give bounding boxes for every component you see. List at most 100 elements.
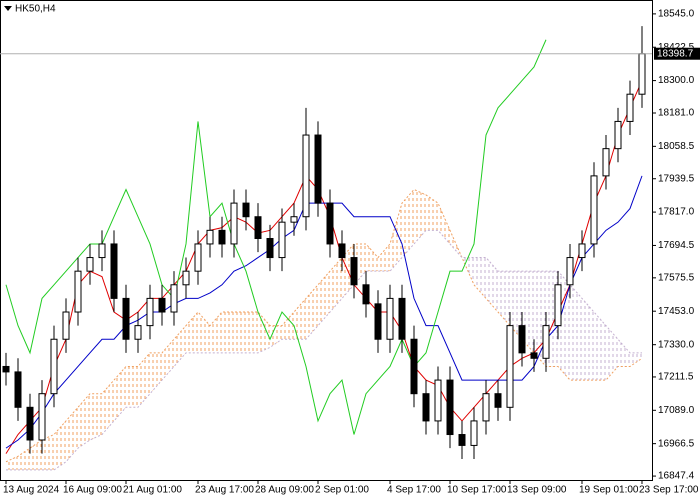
cloud-fill xyxy=(30,439,42,470)
candle-body xyxy=(170,284,178,313)
candle-body xyxy=(218,229,226,245)
candle-body xyxy=(194,243,202,272)
candle-body xyxy=(266,238,274,259)
candle-body xyxy=(326,202,334,245)
x-tick-label: 16 Aug 09:00 xyxy=(63,485,122,496)
cloud-fill xyxy=(390,203,402,272)
cloud-fill xyxy=(486,257,498,313)
cloud-fill xyxy=(450,230,462,258)
candle-body xyxy=(158,297,166,313)
y-tick-label: 17575.5 xyxy=(658,272,695,283)
cloud-fill xyxy=(114,366,126,421)
y-tick-label: 18300.0 xyxy=(658,75,695,86)
candle-body xyxy=(446,379,454,436)
y-tick-label: 17089.0 xyxy=(658,405,695,416)
candle-body xyxy=(458,434,466,446)
cloud-fill xyxy=(282,312,294,340)
cloud-fill xyxy=(402,189,414,258)
cloud-fill xyxy=(102,380,114,435)
candle-body xyxy=(62,311,70,340)
y-tick-label: 17939.5 xyxy=(658,173,695,184)
candle-body xyxy=(626,93,634,122)
cloud-fill xyxy=(6,456,18,470)
cloud-fill xyxy=(426,194,438,231)
candle-body xyxy=(278,221,286,259)
candle-body xyxy=(98,243,106,259)
x-tick-label: 23 Aug 17:00 xyxy=(195,485,254,496)
y-tick-label: 16847.4 xyxy=(658,471,695,482)
cloud-fill xyxy=(582,298,594,381)
candle-body xyxy=(602,148,610,177)
candle-body xyxy=(566,257,574,286)
cloud-fill xyxy=(366,243,378,272)
cloud-fill xyxy=(294,298,306,340)
cloud-edge xyxy=(6,229,642,471)
candle-body xyxy=(206,229,214,245)
axis-bg xyxy=(653,0,700,500)
candle-body xyxy=(254,216,262,240)
candle-body xyxy=(482,393,490,422)
cloud-fill xyxy=(318,271,330,326)
y-tick-label: 18058.5 xyxy=(658,141,695,152)
indicator-line xyxy=(5,39,547,435)
cloud-fill xyxy=(54,420,66,470)
cloud-fill xyxy=(270,325,282,348)
cloud-fill xyxy=(18,448,30,470)
x-tick-label: 13 Sep 09:00 xyxy=(507,485,567,496)
cloud-fill xyxy=(90,393,102,440)
y-tick-label: 17453.0 xyxy=(658,306,695,317)
y-tick-label: 17211.5 xyxy=(658,372,694,383)
candle-body xyxy=(14,371,22,408)
candle-body xyxy=(290,216,298,223)
x-tick-label: 19 Sep 01:00 xyxy=(579,485,639,496)
candle-body xyxy=(398,297,406,340)
cloud-fill xyxy=(42,434,54,470)
candle-body xyxy=(2,365,10,373)
candle-body xyxy=(614,120,622,150)
x-tick-label: 2 Sep 01:00 xyxy=(315,485,369,496)
candle-body xyxy=(350,257,358,286)
candle-body xyxy=(422,393,430,422)
candle-body xyxy=(230,202,238,245)
candle-body xyxy=(506,325,514,408)
menu-arrow xyxy=(4,6,12,11)
candle-body xyxy=(314,134,322,204)
candle-body xyxy=(26,406,34,441)
y-tick-label: 17330.0 xyxy=(658,339,695,350)
cloud-fill xyxy=(570,284,582,381)
candle-body xyxy=(110,243,118,299)
cloud-fill xyxy=(618,339,630,367)
cloud xyxy=(5,188,643,471)
x-tick-label: 4 Sep 17:00 xyxy=(387,485,441,496)
candle-body xyxy=(38,393,46,441)
candle-body xyxy=(518,325,526,354)
indicator-line xyxy=(5,175,643,449)
x-tick-label: 13 Aug 2024 xyxy=(3,485,60,496)
cloud-fill xyxy=(378,243,390,272)
cloud-fill xyxy=(498,271,510,326)
y-tick-label: 16966.5 xyxy=(658,438,695,449)
candles xyxy=(2,26,646,460)
candle-body xyxy=(386,297,394,340)
candle-body xyxy=(530,352,538,359)
candle-body xyxy=(494,393,502,408)
x-tick-label: 21 Aug 01:00 xyxy=(123,485,182,496)
cloud-fill xyxy=(510,271,522,340)
cloud-fill xyxy=(606,325,618,381)
candle-body xyxy=(410,338,418,395)
candle-body xyxy=(134,325,142,340)
cloud-fill xyxy=(234,312,246,353)
candle-body xyxy=(338,243,346,259)
y-tick-label: 18181.0 xyxy=(658,108,695,119)
candle-body xyxy=(362,284,370,305)
candle-body xyxy=(434,379,442,422)
candle-body xyxy=(554,284,562,327)
cloud-fill xyxy=(66,407,78,462)
x-tick-label: 28 Aug 09:00 xyxy=(255,485,314,496)
candle-body xyxy=(302,134,310,218)
cloud-fill xyxy=(594,312,606,381)
candle-body xyxy=(638,53,646,95)
y-tick-label: 18545.0 xyxy=(658,9,695,20)
